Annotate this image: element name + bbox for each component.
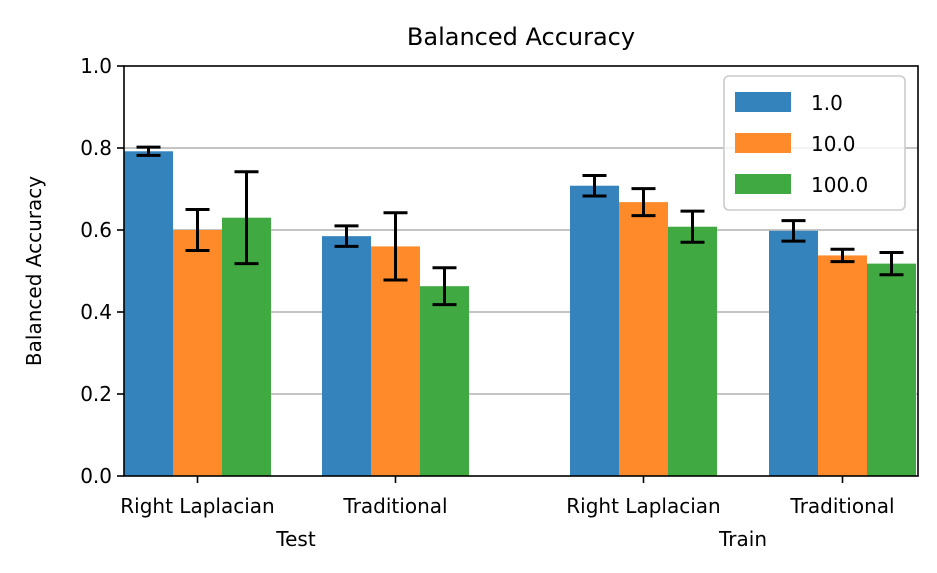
bar — [570, 185, 619, 476]
legend-swatch — [735, 174, 791, 194]
legend-label: 10.0 — [811, 132, 856, 156]
bar — [124, 151, 173, 476]
x-tick-label: Traditional — [789, 494, 894, 518]
x-tick-label: Traditional — [342, 494, 447, 518]
legend-swatch — [735, 92, 791, 112]
y-tick-label: 0.0 — [80, 464, 112, 488]
bar — [173, 230, 222, 476]
bar — [867, 263, 916, 476]
bar — [619, 202, 668, 476]
bar — [769, 230, 818, 476]
y-tick-label: 0.8 — [80, 136, 112, 160]
error-bars — [136, 145, 904, 307]
y-axis: 0.0 0.2 0.4 0.6 0.8 1.0 — [80, 54, 124, 488]
plot-frame — [123, 65, 919, 477]
y-tick-label: 1.0 — [80, 54, 112, 78]
x-tick-label: Right Laplacian — [566, 494, 720, 518]
legend-label: 100.0 — [811, 173, 868, 197]
y-tick-label: 0.6 — [80, 218, 112, 242]
legend: 1.0 10.0 100.0 — [723, 75, 906, 211]
bar — [818, 255, 867, 476]
legend-label: 1.0 — [811, 91, 843, 115]
bar — [371, 246, 420, 476]
bar — [668, 226, 717, 476]
bar — [420, 286, 469, 476]
legend-swatch — [735, 133, 791, 153]
x-group-label: Test — [275, 527, 316, 551]
bar — [322, 236, 371, 476]
x-group-label: Train — [718, 527, 767, 551]
y-axis-label: Balanced Accuracy — [22, 176, 46, 366]
x-tick-label: Right Laplacian — [120, 494, 274, 518]
y-tick-label: 0.2 — [80, 382, 112, 406]
y-tick-label: 0.4 — [80, 300, 112, 324]
chart-title: Balanced Accuracy — [407, 23, 635, 51]
